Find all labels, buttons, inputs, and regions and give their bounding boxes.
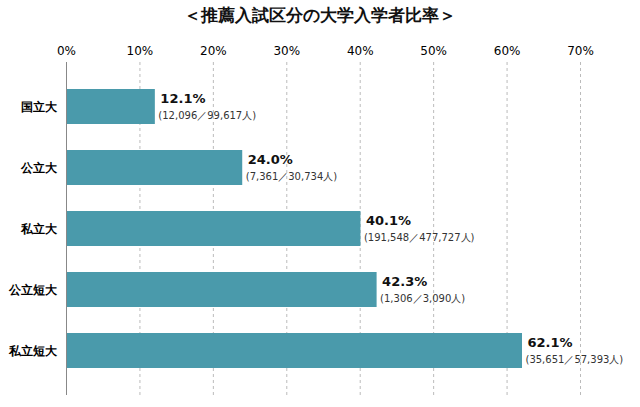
svg-text:70%: 70% bbox=[567, 44, 594, 58]
svg-text:私立短大: 私立短大 bbox=[8, 344, 58, 358]
svg-text:(35,651／57,393人): (35,651／57,393人) bbox=[525, 354, 623, 365]
svg-text:42.3%: 42.3% bbox=[382, 274, 427, 289]
svg-text:10%: 10% bbox=[127, 44, 154, 58]
svg-text:公立大: 公立大 bbox=[20, 161, 58, 175]
svg-text:0%: 0% bbox=[57, 44, 76, 58]
svg-text:20%: 20% bbox=[200, 44, 227, 58]
svg-text:(1,306／3,090人): (1,306／3,090人) bbox=[380, 293, 465, 304]
svg-text:(191,548／477,727人): (191,548／477,727人) bbox=[364, 232, 475, 243]
svg-text:(12,096／99,617人): (12,096／99,617人) bbox=[158, 110, 256, 121]
svg-text:40%: 40% bbox=[347, 44, 374, 58]
svg-text:60%: 60% bbox=[494, 44, 521, 58]
svg-text:30%: 30% bbox=[273, 44, 300, 58]
svg-text:私立大: 私立大 bbox=[20, 222, 58, 236]
svg-text:24.0%: 24.0% bbox=[248, 152, 293, 167]
svg-text:40.1%: 40.1% bbox=[366, 213, 411, 228]
svg-text:50%: 50% bbox=[420, 44, 447, 58]
svg-text:(7,361／30,734人): (7,361／30,734人) bbox=[246, 171, 338, 182]
svg-text:12.1%: 12.1% bbox=[160, 91, 205, 106]
svg-text:国立大: 国立大 bbox=[21, 100, 58, 114]
svg-text:62.1%: 62.1% bbox=[527, 335, 572, 350]
html-text:＜推薦入試区分の大学入学者比率＞: ＜推薦入試区分の大学入学者比率＞ bbox=[184, 5, 456, 25]
svg-text:公立短大: 公立短大 bbox=[8, 283, 58, 297]
